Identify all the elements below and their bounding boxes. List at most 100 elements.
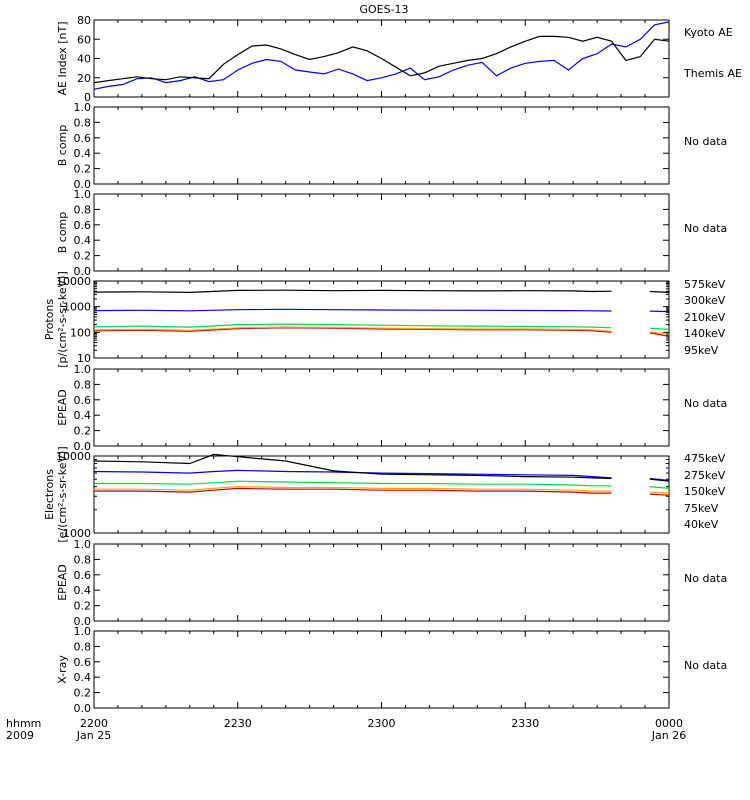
y-tick-label: 0 [84, 91, 91, 104]
panel-frame [93, 106, 670, 185]
panel-1: 0 20 40 60 80 AE Index [nT] Kyoto AE Themis AE [56, 14, 742, 104]
time-tick-label: 2300 [368, 717, 396, 730]
time-axis-label-year: 2009 [6, 729, 34, 742]
panel-frame [93, 193, 670, 272]
y-tick-label: 0.0 [74, 265, 92, 278]
series-line-300kev [93, 326, 670, 335]
y-tick-label: 1000 [63, 301, 91, 314]
y-tick-label: 60 [77, 33, 91, 46]
legend-140kev: 140keV [684, 327, 726, 340]
panel-frame [93, 455, 670, 534]
y-tick-label: 0.4 [74, 671, 92, 684]
y-tick-label: 80 [77, 14, 91, 27]
legend-275kev: 275keV [684, 469, 726, 482]
legend-575kev: 575keV [684, 278, 726, 291]
y-axis-label: B comp [56, 125, 69, 167]
series-line-95kev [93, 289, 670, 294]
y-axis-label: B comp [56, 212, 69, 254]
series-line-475kev [94, 487, 670, 496]
y-tick-label: 0.8 [74, 553, 92, 566]
panel-3: 0.0 0.2 0.4 0.6 0.8 1.0 B comp No data [56, 188, 727, 278]
legend-210kev: 210keV [684, 311, 726, 324]
y-tick-label: 0.6 [74, 219, 92, 232]
panel-2: 0.0 0.2 0.4 0.6 0.8 1.0 B comp No data [56, 101, 727, 191]
series-line-150kev [94, 480, 670, 489]
panel-frame [93, 543, 670, 622]
y-tick-label: 1.0 [74, 101, 92, 114]
legend-75kev: 75keV [684, 502, 719, 515]
time-tick-label: 0000 [655, 717, 683, 730]
y-tick-label: 0.8 [74, 378, 92, 391]
time-tick-label: 2200 [80, 717, 108, 730]
legend-kyoto-ae: Kyoto AE [684, 26, 733, 39]
y-tick-label: 0.8 [74, 116, 92, 129]
y-axis-label-line2: [p/(cm²-s-sr-keV)] [56, 271, 69, 368]
panel-frame [93, 630, 670, 709]
figure-title: GOES-13 [359, 3, 408, 16]
y-axis-label: X-ray [56, 655, 69, 684]
y-tick-label: 10000 [56, 450, 91, 463]
series-line-140kev [93, 308, 670, 313]
y-tick-label: 10 [77, 352, 91, 365]
y-tick-label: 0.8 [74, 203, 92, 216]
date-tick-label: Jan 25 [76, 729, 111, 742]
series-line-210kev [93, 323, 670, 330]
y-tick-label: 0.2 [74, 163, 92, 176]
y-tick-label: 1.0 [74, 538, 92, 551]
time-axis-label-hhmm: hhmm [6, 717, 41, 730]
panel-frame [93, 368, 670, 447]
y-axis-label: EPEAD [56, 564, 69, 601]
y-tick-label: 0.6 [74, 569, 92, 582]
panel-5: 0.0 0.2 0.4 0.6 0.8 1.0 EPEAD No data [56, 363, 727, 453]
y-tick-label: 0.6 [74, 656, 92, 669]
series-line-575kev [93, 327, 670, 337]
y-axis-label: AE Index [nT] [56, 21, 69, 95]
panel-7: 0.0 0.2 0.4 0.6 0.8 1.0 EPEAD No data [56, 538, 727, 628]
y-tick-label: 0.4 [74, 409, 92, 422]
y-tick-label: 0.2 [74, 687, 92, 700]
y-tick-label: 1.0 [74, 188, 92, 201]
y-tick-label: 0.0 [74, 615, 92, 628]
y-tick-label: 1000 [63, 527, 91, 540]
time-tick-label: 2330 [511, 717, 539, 730]
no-data-label: No data [684, 222, 727, 235]
legend-95kev: 95keV [684, 344, 719, 357]
y-tick-label: 40 [77, 53, 91, 66]
series-line-75kev [93, 469, 670, 482]
y-tick-label: 0.4 [74, 584, 92, 597]
y-tick-label: 10000 [56, 275, 91, 288]
y-tick-label: 0.4 [74, 147, 92, 160]
no-data-label: No data [684, 659, 727, 672]
y-axis-label: EPEAD [56, 389, 69, 426]
y-axis-label-line1: Protons [43, 299, 56, 340]
legend-475kev: 475keV [684, 452, 726, 465]
y-tick-label: 0.0 [74, 440, 92, 453]
series-line-kyoto-ae [93, 21, 670, 90]
series-line-40kev [93, 453, 670, 482]
y-tick-label: 100 [70, 326, 91, 339]
y-tick-label: 0.2 [74, 600, 92, 613]
legend-150kev: 150keV [684, 485, 726, 498]
y-axis-label-line2: [e/(cm²-s-sr-keV)] [56, 446, 69, 542]
y-tick-label: 1.0 [74, 363, 92, 376]
legend-300kev: 300keV [684, 294, 726, 307]
time-tick-label: 2230 [224, 717, 252, 730]
series-line-themis-ae [93, 35, 670, 84]
y-tick-label: 20 [77, 72, 91, 85]
y-tick-label: 0.2 [74, 425, 92, 438]
y-tick-label: 0.6 [74, 132, 92, 145]
date-tick-label: Jan 26 [651, 729, 686, 742]
panel-8: 0.0 0.2 0.4 0.6 0.8 1.0 X-ray No data [56, 625, 727, 715]
no-data-label: No data [684, 397, 727, 410]
y-tick-label: 0.8 [74, 640, 92, 653]
y-tick-label: 0.0 [74, 178, 92, 191]
no-data-label: No data [684, 135, 727, 148]
y-tick-label: 1.0 [74, 625, 92, 638]
y-axis-label-line1: Electrons [43, 469, 56, 520]
y-tick-label: 0.4 [74, 234, 92, 247]
legend-40kev: 40keV [684, 518, 719, 531]
